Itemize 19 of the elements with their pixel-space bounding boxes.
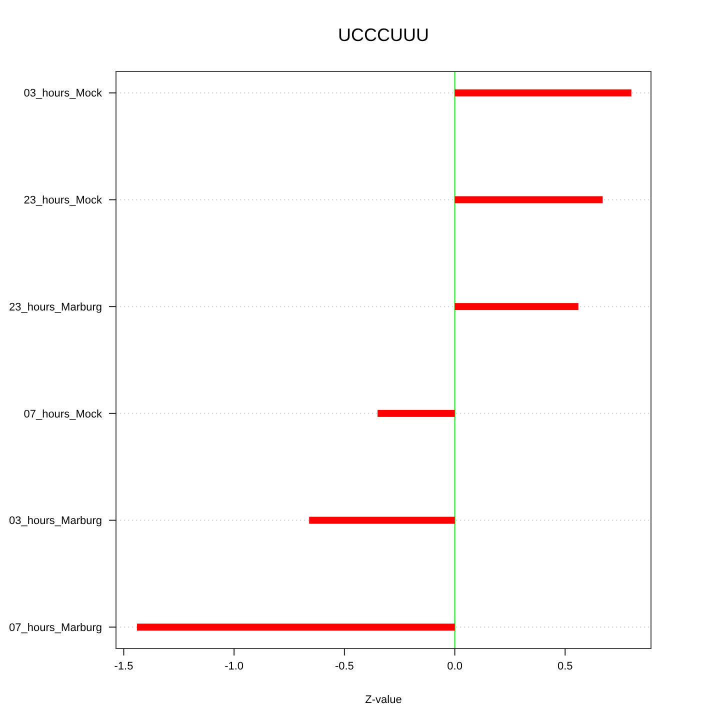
bar — [454, 303, 578, 310]
y-tick-label: 07_hours_Marburg — [9, 622, 102, 634]
x-axis-title: Z-value — [365, 694, 402, 706]
y-tick-label: 23_hours_Marburg — [9, 301, 102, 314]
x-tick-label: -0.5 — [334, 660, 354, 672]
bar — [454, 196, 603, 204]
bar — [378, 410, 455, 417]
y-tick-label: 03_hours_Mock — [24, 88, 102, 100]
y-tick-label: 03_hours_Marburg — [9, 515, 102, 528]
chart-title: UCCCUUU — [338, 25, 429, 45]
bar — [136, 624, 455, 631]
bar — [454, 89, 632, 96]
y-tick-label: 23_hours_Mock — [24, 194, 102, 207]
x-tick-label: 0.5 — [557, 660, 573, 672]
bar — [309, 516, 455, 524]
x-tick-label: 0.0 — [447, 660, 462, 672]
y-tick-label: 07_hours_Mock — [24, 408, 102, 420]
x-tick-label: -1.5 — [114, 660, 134, 672]
x-tick-label: -1.0 — [224, 660, 244, 672]
